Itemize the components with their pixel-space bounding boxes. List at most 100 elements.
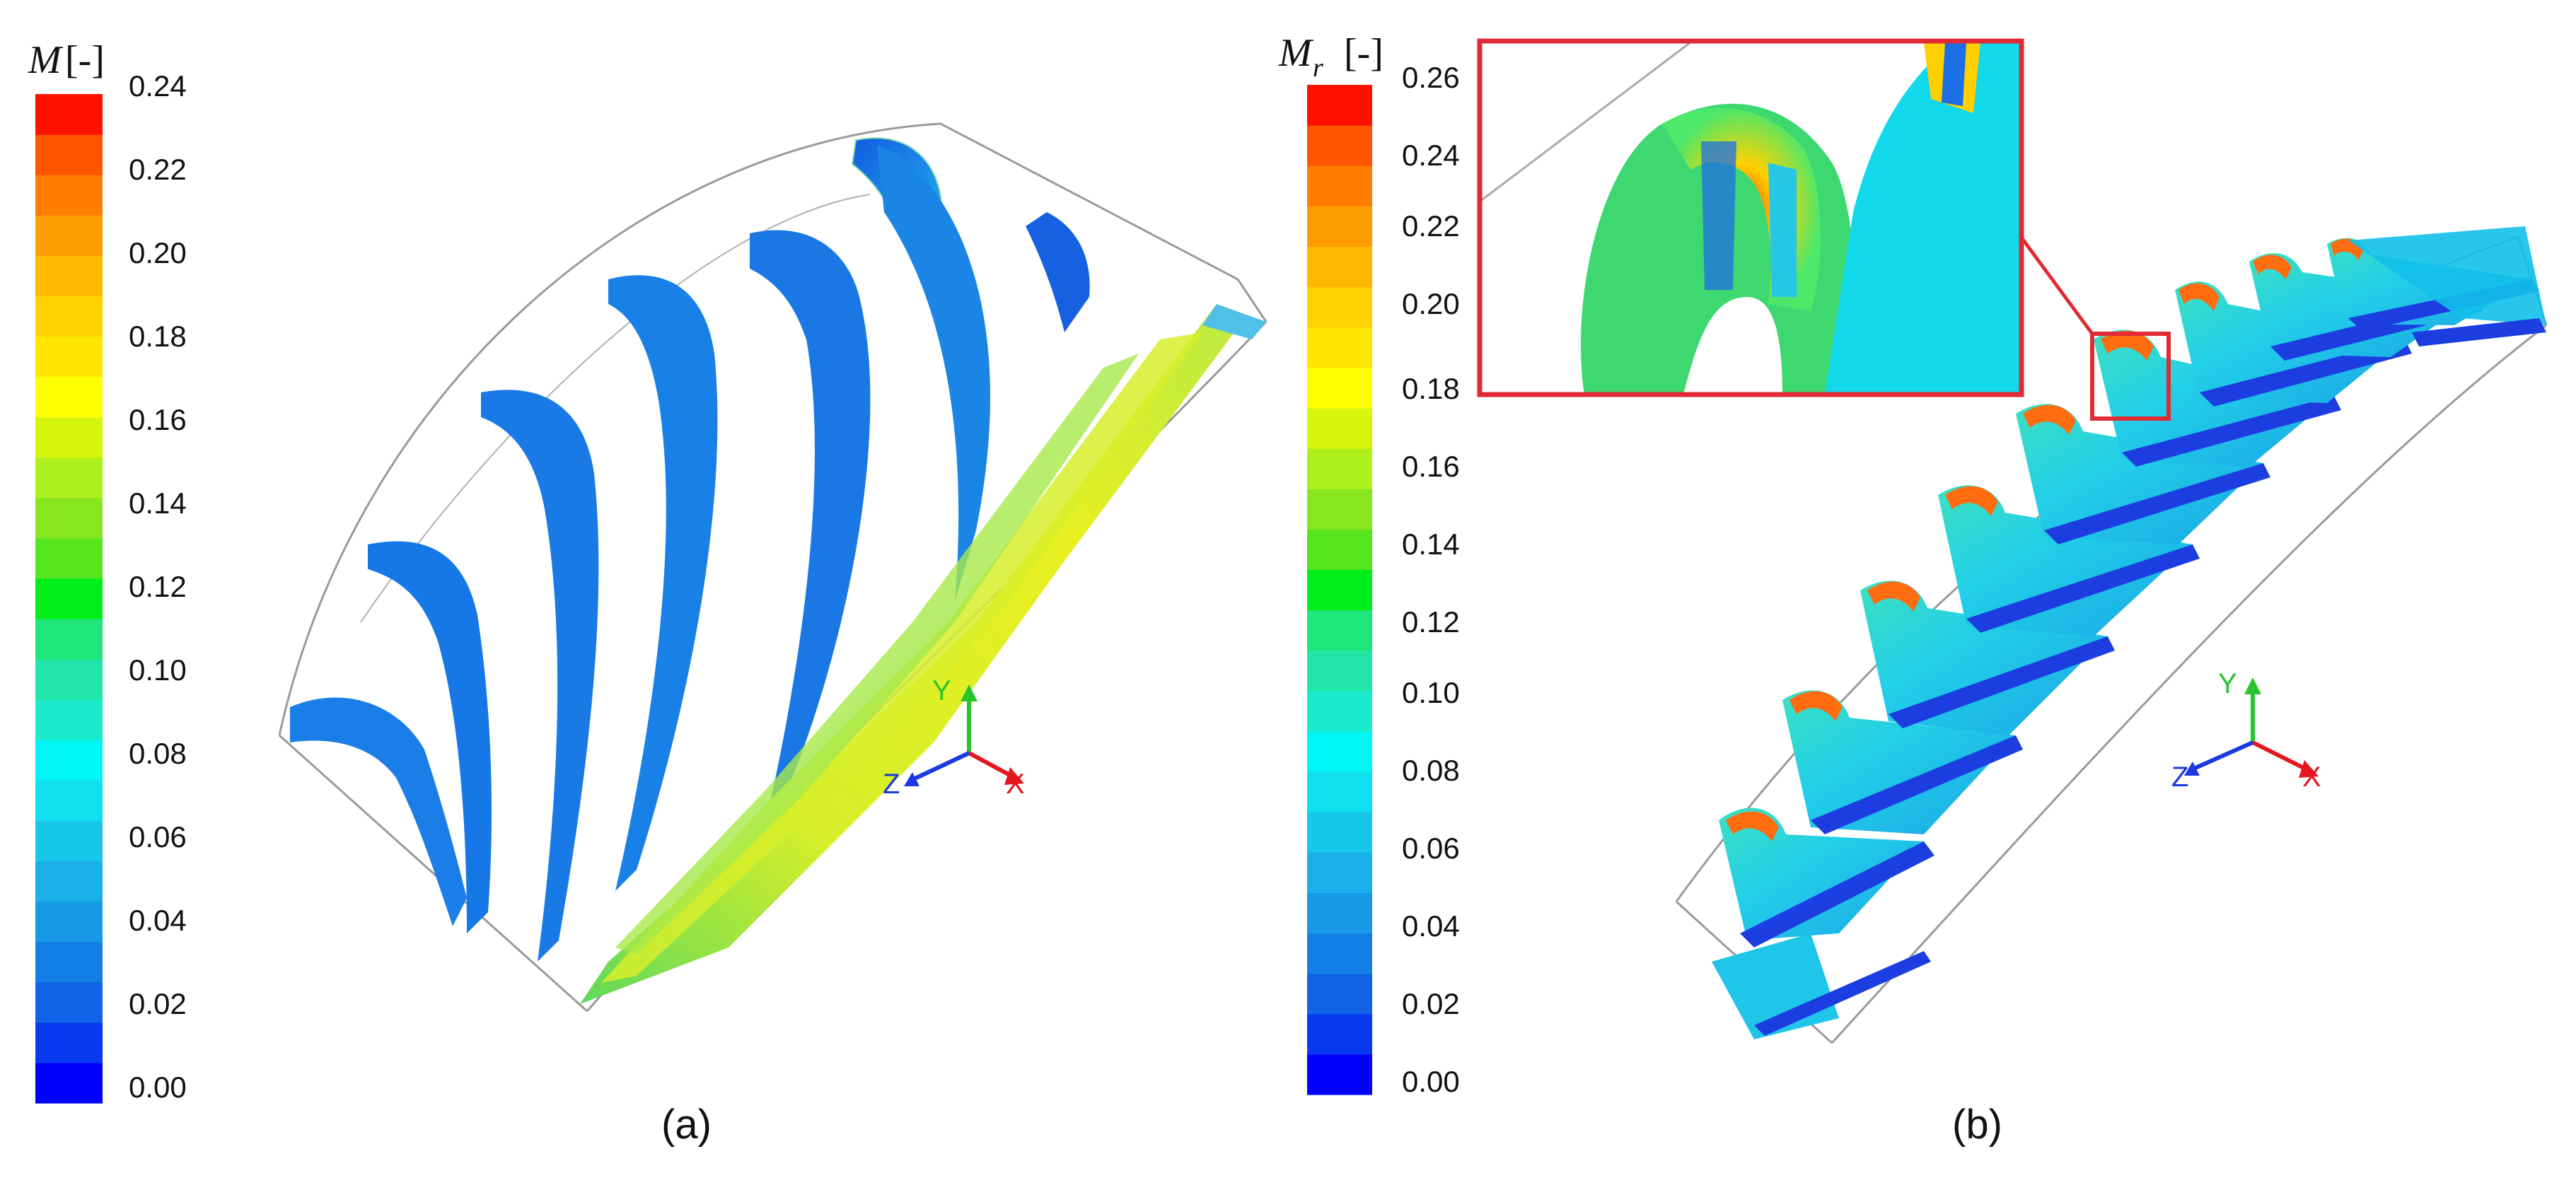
colorbar-swatch [35, 134, 103, 175]
zoom-cool-streak [1701, 141, 1736, 290]
z-axis-arrow [907, 751, 970, 783]
colorbar-swatch [35, 1022, 103, 1063]
colorbar-b-tick: 0.16 [1402, 450, 1460, 483]
colorbar-swatch [35, 255, 103, 296]
colorbar-b-tick: 0.02 [1402, 987, 1460, 1020]
colorbar-swatch [35, 497, 103, 539]
colorbar-swatch [1307, 246, 1372, 288]
colorbar-swatch [1307, 812, 1372, 853]
colorbar-b: M r [-] 0.26 0.24 0.22 0.20 0.18 0.16 0.… [1278, 31, 1460, 1098]
colorbar-b-tick: 0.18 [1402, 372, 1460, 405]
suction-strip-a [1202, 304, 1266, 339]
suction-strip-a [615, 354, 1139, 955]
colorbar-a-tick: 0.22 [129, 153, 187, 186]
colorbar-swatch [1307, 286, 1372, 328]
colorbar-b-tick: 0.20 [1402, 287, 1460, 320]
y-axis-label: Y [932, 675, 951, 706]
colorbar-a-tick: 0.08 [129, 737, 187, 770]
blade-a [290, 697, 467, 926]
colorbar-a: M [-] 0.24 0.22 0.20 0.18 0.16 0.14 0.12… [28, 38, 187, 1104]
x-axis-arrowhead [1004, 767, 1024, 785]
colorbar-swatch [35, 578, 103, 619]
colorbar-a-tick: 0.24 [129, 69, 187, 103]
colorbar-swatch [1307, 730, 1372, 772]
colorbar-b-tick: 0.10 [1402, 676, 1460, 709]
y-axis-arrowhead [961, 684, 977, 701]
colorbar-swatch [1307, 327, 1372, 368]
colorbar-swatch [35, 740, 103, 781]
domain-outline-mid [360, 194, 871, 623]
domain-outline-inlet [278, 734, 588, 1013]
colorbar-swatch [1307, 973, 1372, 1015]
domain-outline-inner [1831, 324, 2547, 1044]
x-axis-arrow [968, 751, 1016, 780]
blade-passage-b [1860, 581, 2115, 735]
zoom-source-box [2090, 332, 2171, 421]
zoom-connector-line [2019, 236, 2094, 335]
colorbar-swatch [35, 537, 103, 579]
y-axis-label: Y [2218, 668, 2237, 699]
zoom-inset [1477, 38, 2024, 397]
colorbar-swatch [35, 336, 103, 378]
colorbar-swatch [1307, 529, 1372, 571]
colorbar-swatch [1307, 852, 1372, 893]
colorbar-swatch [1307, 933, 1372, 974]
blade-passage-b [2348, 226, 2546, 346]
zoom-inset-frame [1477, 38, 2024, 397]
blade-passage-b [2016, 404, 2270, 544]
cascade-a: Y X Z [278, 122, 1267, 1013]
colorbar-swatch [35, 659, 103, 700]
zoom-inset-outline [1479, 41, 1691, 203]
axis-triad-b: Y X Z [2171, 668, 2321, 793]
blade-a [1026, 212, 1090, 332]
colorbar-a-tick: 0.00 [129, 1071, 187, 1104]
colorbar-b-tick: 0.04 [1402, 909, 1460, 943]
colorbar-b-title-unit: [-] [1344, 31, 1383, 75]
colorbar-swatch [1307, 85, 1372, 126]
zoom-adjacent-cool [1942, 42, 1966, 106]
colorbar-swatch [35, 699, 103, 740]
colorbar-a-tick: 0.10 [129, 653, 187, 687]
blade-a [877, 145, 990, 601]
colorbar-a-scale [35, 94, 103, 1104]
colorbar-a-title-unit: [-] [65, 38, 105, 82]
colorbar-swatch [1307, 206, 1372, 247]
x-axis-label: X [2302, 762, 2321, 793]
colorbar-swatch [35, 296, 103, 337]
colorbar-swatch [1307, 690, 1372, 732]
colorbar-swatch [35, 376, 103, 418]
colorbar-swatch [1307, 1013, 1372, 1055]
z-axis-arrow [2188, 740, 2254, 773]
colorbar-b-scale [1307, 85, 1372, 1095]
colorbar-b-tick: 0.12 [1402, 605, 1460, 638]
colorbar-b-title-subscript: r [1313, 53, 1323, 83]
blade-a [608, 275, 718, 892]
blade-a [481, 390, 599, 962]
colorbar-swatch [1307, 165, 1372, 206]
x-axis-arrow [2251, 740, 2311, 773]
colorbar-swatch [1307, 650, 1372, 692]
colorbar-swatch [1307, 407, 1372, 449]
colorbar-a-tick: 0.18 [129, 320, 187, 353]
colorbar-a-ticks: 0.24 0.22 0.20 0.18 0.16 0.14 0.12 0.10 … [129, 69, 187, 1104]
blade-a [368, 541, 492, 933]
z-axis-label: Z [883, 769, 900, 800]
x-axis-label: X [1006, 769, 1025, 800]
axis-triad-a: Y X Z [883, 675, 1025, 800]
cascade-b: Y X Z [1477, 38, 2548, 1044]
y-axis-arrowhead [2244, 677, 2261, 694]
caption-b: (b) [1952, 1102, 2002, 1148]
blade-passage-b [1712, 933, 1931, 1039]
colorbar-swatch [35, 901, 103, 943]
colorbar-swatch [35, 981, 103, 1023]
colorbar-a-tick: 0.14 [129, 486, 187, 520]
colorbar-b-title-symbol: M [1278, 31, 1314, 75]
colorbar-a-tick: 0.04 [129, 904, 187, 937]
zoom-cool-streak [1768, 163, 1797, 297]
colorbar-b-tick: 0.24 [1402, 139, 1460, 172]
domain-outline-outer [278, 122, 1238, 736]
colorbar-swatch [1307, 367, 1372, 409]
colorbar-a-tick: 0.02 [129, 987, 187, 1020]
colorbar-a-title-symbol: M [28, 38, 64, 82]
